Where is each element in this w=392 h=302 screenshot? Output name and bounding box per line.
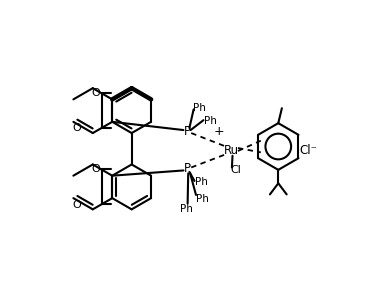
Text: P: P <box>183 162 191 175</box>
Text: O: O <box>92 88 100 98</box>
Text: Ru: Ru <box>224 144 240 157</box>
Text: O: O <box>72 123 81 133</box>
Text: +: + <box>213 125 224 138</box>
Text: O: O <box>92 164 100 174</box>
Text: Cl⁻: Cl⁻ <box>299 144 317 157</box>
Text: Ph: Ph <box>180 204 193 214</box>
Text: O: O <box>72 200 81 210</box>
Text: P: P <box>183 125 191 138</box>
Text: Ph: Ph <box>193 103 206 113</box>
Text: Cl: Cl <box>230 165 241 175</box>
Text: Ph: Ph <box>195 177 208 188</box>
Text: Ph: Ph <box>204 116 217 126</box>
Text: Ph: Ph <box>196 194 209 204</box>
